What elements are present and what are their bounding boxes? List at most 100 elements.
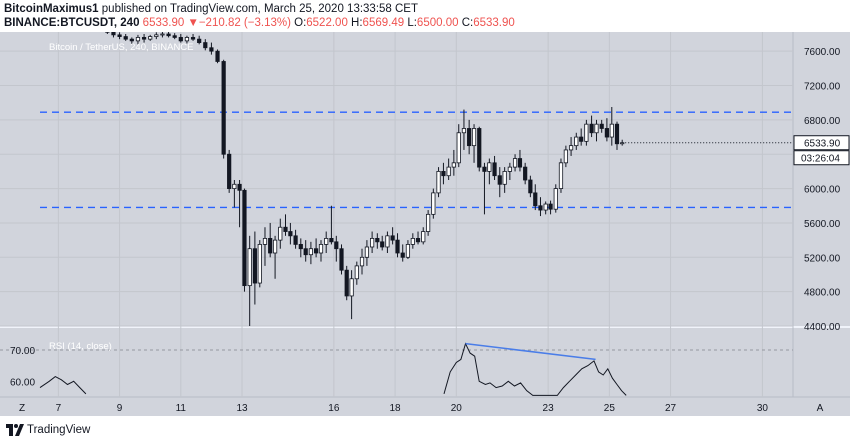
- candle-down: [172, 35, 177, 38]
- candle-down: [390, 235, 395, 241]
- candle-up: [431, 192, 436, 215]
- candle-up: [461, 128, 467, 134]
- candle-up: [154, 34, 159, 37]
- candle-up: [584, 123, 589, 142]
- open-label: O:: [294, 17, 307, 29]
- candle-down: [268, 237, 273, 254]
- price-chart[interactable]: 7600.007200.006800.006400.006000.005600.…: [0, 32, 850, 416]
- candle-down: [497, 175, 502, 185]
- candle-down: [380, 241, 385, 248]
- candle-up: [487, 162, 492, 172]
- time-tick-label: 11: [176, 403, 187, 414]
- candle-down: [242, 189, 247, 287]
- candle-up: [410, 237, 415, 245]
- price-axis-bg: [793, 32, 850, 397]
- candle-up: [456, 132, 461, 164]
- candle-up: [324, 237, 329, 245]
- candle-down: [579, 136, 584, 142]
- zoom-button[interactable]: Z: [19, 403, 25, 414]
- candle-up: [620, 142, 625, 145]
- candle-up: [160, 33, 165, 36]
- open-value: 6522.00: [306, 17, 348, 29]
- candle-down: [599, 123, 604, 129]
- last-price-label: 6533.90: [804, 139, 841, 150]
- candle-down: [252, 248, 257, 284]
- candle-up: [184, 37, 190, 42]
- candle-up: [272, 239, 278, 254]
- candle-up: [594, 123, 599, 134]
- time-tick-label: 18: [390, 403, 402, 414]
- candle-up: [405, 244, 411, 258]
- candle-down: [589, 123, 594, 134]
- candle-up: [354, 265, 359, 280]
- candle-down: [329, 237, 334, 243]
- published-text: published on TradingView.com, March 25, …: [98, 3, 419, 15]
- candle-up: [278, 226, 283, 241]
- candle-up: [135, 37, 141, 42]
- footer: TradingView: [0, 416, 850, 445]
- candle-down: [203, 42, 208, 49]
- candle-down: [477, 128, 482, 168]
- candle-up: [512, 158, 518, 168]
- candle-down: [339, 248, 344, 271]
- close-value: 6533.90: [473, 17, 515, 29]
- rsi-line: [443, 342, 627, 396]
- time-tick-label: 7: [56, 403, 62, 414]
- time-tick-label: 20: [451, 403, 463, 414]
- change-arrow-icon: ▼: [187, 17, 199, 29]
- candle-up: [426, 213, 431, 232]
- rsi-divergence-line[interactable]: [465, 342, 596, 361]
- candle-down: [467, 128, 472, 147]
- candle-up: [385, 235, 390, 248]
- candle-up: [563, 149, 568, 164]
- candle-down: [209, 47, 214, 52]
- price-tick-label: 4400.00: [804, 322, 841, 333]
- candle-down: [528, 179, 533, 194]
- candle-down: [523, 166, 528, 181]
- candle-down: [548, 203, 553, 210]
- rsi-tick-label: 60.00: [10, 377, 35, 388]
- time-tick-label: 13: [236, 403, 248, 414]
- rsi-pane-bg: [0, 328, 793, 397]
- candle-up: [247, 248, 252, 287]
- candle-down: [111, 32, 116, 36]
- candle-down: [441, 171, 446, 177]
- auto-scale-button[interactable]: A: [817, 403, 824, 414]
- candle-down: [221, 61, 226, 155]
- tradingview-logo-icon[interactable]: [6, 424, 24, 436]
- last-price-box: [793, 135, 850, 151]
- time-axis-bg: [0, 397, 850, 416]
- close-label: C:: [461, 17, 474, 29]
- main-pane-bg: [0, 32, 793, 326]
- low-label: L:: [407, 17, 417, 29]
- candle-up: [364, 246, 370, 258]
- candle-up: [471, 128, 477, 147]
- candle-up: [262, 237, 268, 245]
- candle-up: [568, 145, 574, 151]
- countdown-box: [793, 150, 850, 166]
- candle-down: [197, 38, 202, 43]
- time-tick-label: 9: [117, 403, 123, 414]
- candle-up: [349, 278, 354, 297]
- tradingview-brand[interactable]: TradingView: [27, 424, 91, 436]
- candle-up: [318, 244, 324, 254]
- high-label: H:: [351, 17, 363, 29]
- candle-down: [178, 37, 183, 42]
- candle-up: [370, 237, 375, 248]
- low-value: 6500.00: [416, 17, 459, 29]
- rsi-line: [39, 376, 87, 395]
- candle-down: [293, 235, 298, 245]
- candle-up: [421, 231, 426, 243]
- candle-down: [123, 36, 128, 40]
- chart-title: Bitcoin / TetherUS, 240, BINANCE: [49, 42, 194, 53]
- publisher-name[interactable]: BitcoinMaximus1: [4, 3, 99, 15]
- candle-down: [344, 269, 349, 297]
- candle-down: [227, 153, 232, 189]
- chart-area[interactable]: 7600.007200.006800.006400.006000.005600.…: [0, 32, 850, 416]
- candle-up: [553, 188, 558, 210]
- candle-up: [609, 123, 614, 138]
- candle-down: [237, 183, 242, 191]
- time-tick-label: 16: [328, 403, 340, 414]
- candle-down: [538, 205, 543, 211]
- candle-up: [574, 136, 579, 147]
